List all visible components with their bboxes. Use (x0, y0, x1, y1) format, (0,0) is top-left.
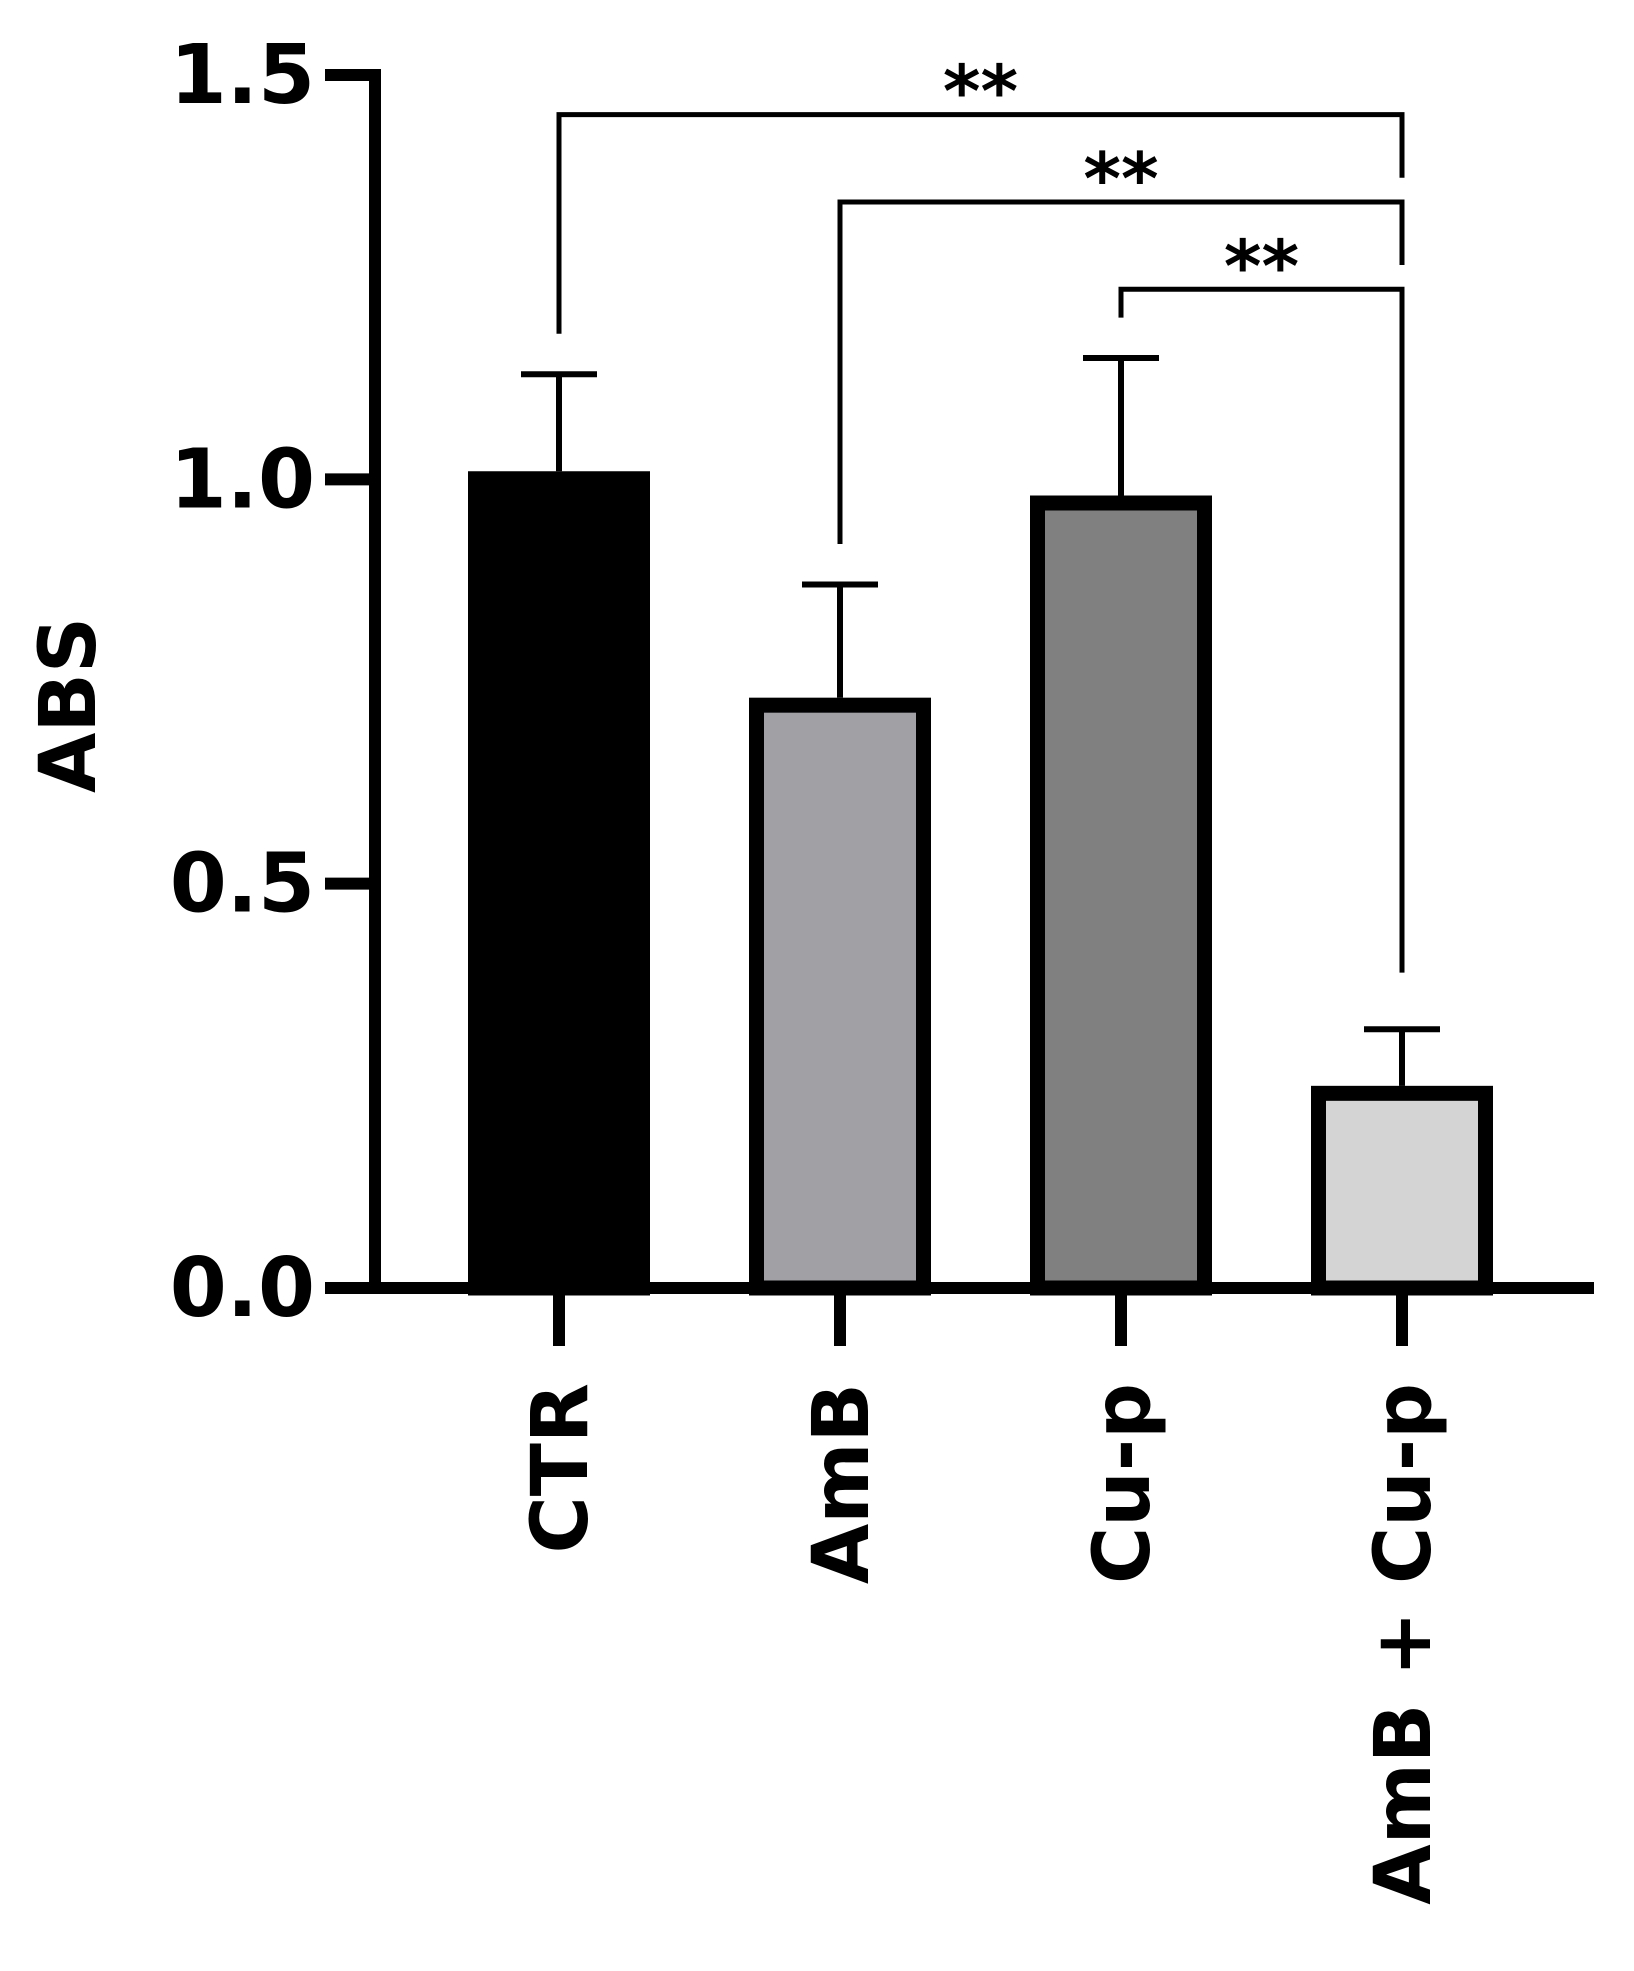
error-bar (1364, 1026, 1440, 1086)
x-tick-label: CTR (516, 1383, 606, 1554)
y-tick-label: 1.0 (170, 432, 315, 527)
x-tick-label: Cu-p (1078, 1383, 1168, 1584)
y-axis-title: ABS (24, 617, 114, 793)
y-tick-label: 1.5 (170, 28, 315, 123)
significance-bracket (837, 199, 1405, 545)
bar (749, 697, 931, 1296)
significance-label: ** (943, 50, 1018, 134)
significance-label: ** (1083, 137, 1158, 221)
x-tick-label: AmB (797, 1383, 887, 1584)
error-bar (1083, 355, 1159, 496)
significance-bracket (556, 112, 1405, 334)
y-tick-label: 0.0 (170, 1241, 315, 1336)
error-bar (521, 371, 597, 472)
bar (468, 471, 650, 1296)
x-tick-label: AmB + Cu-p (1359, 1383, 1449, 1905)
bar (1030, 495, 1212, 1296)
y-tick-label: 0.5 (170, 837, 315, 932)
error-bar (802, 581, 878, 698)
bar (1311, 1085, 1493, 1296)
significance-label: ** (1224, 224, 1299, 308)
significance-bracket (1118, 286, 1405, 973)
